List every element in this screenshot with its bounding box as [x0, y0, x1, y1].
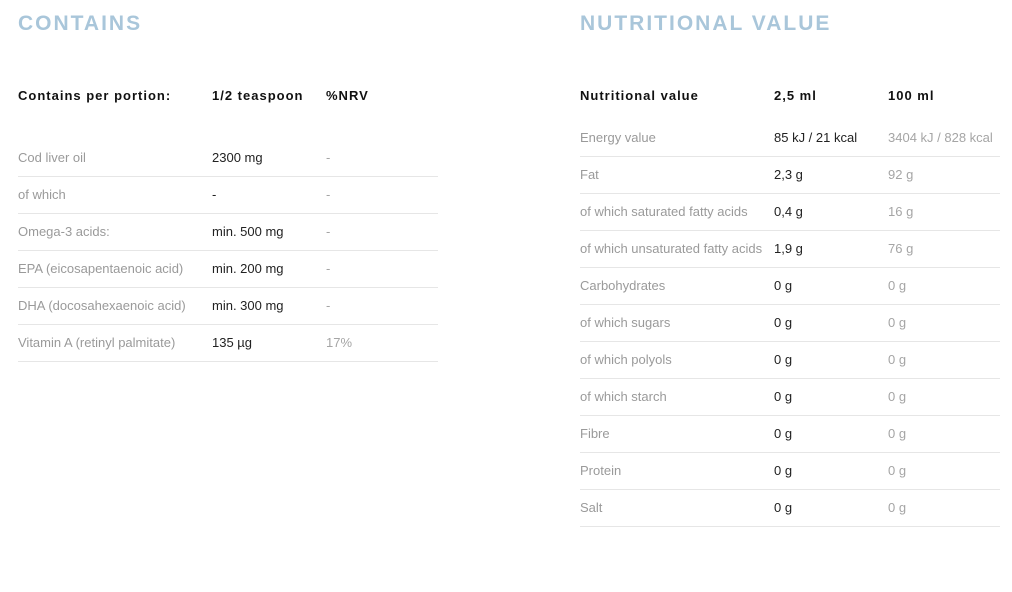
table-header: Nutritional value 2,5 ml 100 ml: [580, 86, 1000, 120]
table-row: EPA (eicosapentaenoic acid) min. 200 mg -: [18, 250, 438, 288]
nutrition-table: Nutritional value 2,5 ml 100 ml Energy v…: [580, 86, 1000, 527]
table-row: Fat 2,3 g 92 g: [580, 156, 1000, 194]
row-value: 2,3 g: [774, 156, 888, 194]
table-row: of which saturated fatty acids 0,4 g 16 g: [580, 193, 1000, 231]
row-value-secondary: 0 g: [888, 378, 1000, 416]
row-label: Fat: [580, 156, 774, 194]
row-value-secondary: 16 g: [888, 193, 1000, 231]
row-value-secondary: 0 g: [888, 489, 1000, 527]
row-value: 1,9 g: [774, 230, 888, 268]
row-value-secondary: 0 g: [888, 341, 1000, 379]
header-per-100ml: 100 ml: [888, 88, 935, 103]
row-label: Omega-3 acids:: [18, 213, 212, 251]
row-label: EPA (eicosapentaenoic acid): [18, 250, 212, 288]
header-label: Nutritional value: [580, 88, 699, 103]
row-label: of which unsaturated fatty acids: [580, 230, 774, 268]
row-label: Protein: [580, 452, 774, 490]
row-value: 85 kJ / 21 kcal: [774, 120, 888, 157]
table-row: of which - -: [18, 176, 438, 214]
row-label: of which starch: [580, 378, 774, 416]
row-value-secondary: 17%: [326, 324, 438, 362]
row-value: min. 500 mg: [212, 213, 326, 251]
row-value: 0 g: [774, 267, 888, 305]
row-label: Fibre: [580, 415, 774, 453]
table-row: of which unsaturated fatty acids 1,9 g 76 …: [580, 230, 1000, 268]
table-row: Energy value 85 kJ / 21 kcal 3404 kJ / 828…: [580, 120, 1000, 157]
row-value-secondary: -: [326, 140, 438, 177]
row-value: 0 g: [774, 415, 888, 453]
row-value-secondary: -: [326, 213, 438, 251]
row-label: Vitamin A (retinyl palmitate): [18, 324, 212, 362]
row-label: of which: [18, 176, 212, 214]
row-value-secondary: -: [326, 287, 438, 325]
row-label: Cod liver oil: [18, 140, 212, 177]
row-value: 2300 mg: [212, 140, 326, 177]
row-label: of which saturated fatty acids: [580, 193, 774, 231]
row-value: min. 200 mg: [212, 250, 326, 288]
row-value-secondary: -: [326, 250, 438, 288]
row-label: of which sugars: [580, 304, 774, 342]
header-per-portion: 2,5 ml: [774, 88, 817, 103]
contains-table: Contains per portion: 1/2 teaspoon %NRV …: [18, 86, 438, 362]
row-value: 135 µg: [212, 324, 326, 362]
row-value-secondary: 92 g: [888, 156, 1000, 194]
row-value-secondary: 3404 kJ / 828 kcal: [888, 120, 1000, 157]
header-label: Contains per portion:: [18, 88, 172, 103]
row-value: 0 g: [774, 304, 888, 342]
row-value: 0,4 g: [774, 193, 888, 231]
table-row: Vitamin A (retinyl palmitate) 135 µg 17%: [18, 324, 438, 362]
row-label: Carbohydrates: [580, 267, 774, 305]
row-label: Salt: [580, 489, 774, 527]
row-value: min. 300 mg: [212, 287, 326, 325]
row-value: 0 g: [774, 341, 888, 379]
header-portion: 1/2 teaspoon: [212, 88, 304, 103]
table-row: Omega-3 acids: min. 500 mg -: [18, 213, 438, 251]
row-value-secondary: 0 g: [888, 267, 1000, 305]
row-value-secondary: 0 g: [888, 452, 1000, 490]
row-value: 0 g: [774, 489, 888, 527]
row-value: 0 g: [774, 452, 888, 490]
row-value: -: [212, 176, 326, 214]
row-label: DHA (docosahexaenoic acid): [18, 287, 212, 325]
nutrition-title: NUTRITIONAL VALUE: [580, 12, 832, 35]
row-value-secondary: 0 g: [888, 415, 1000, 453]
table-row: DHA (docosahexaenoic acid) min. 300 mg -: [18, 287, 438, 325]
table-row: Cod liver oil 2300 mg -: [18, 140, 438, 177]
row-value-secondary: 76 g: [888, 230, 1000, 268]
contains-title: CONTAINS: [18, 12, 143, 35]
row-label: Energy value: [580, 120, 774, 157]
table-header: Contains per portion: 1/2 teaspoon %NRV: [18, 86, 438, 140]
row-value: 0 g: [774, 378, 888, 416]
row-value-secondary: -: [326, 176, 438, 214]
row-label: of which polyols: [580, 341, 774, 379]
header-nrv: %NRV: [326, 88, 369, 103]
row-value-secondary: 0 g: [888, 304, 1000, 342]
